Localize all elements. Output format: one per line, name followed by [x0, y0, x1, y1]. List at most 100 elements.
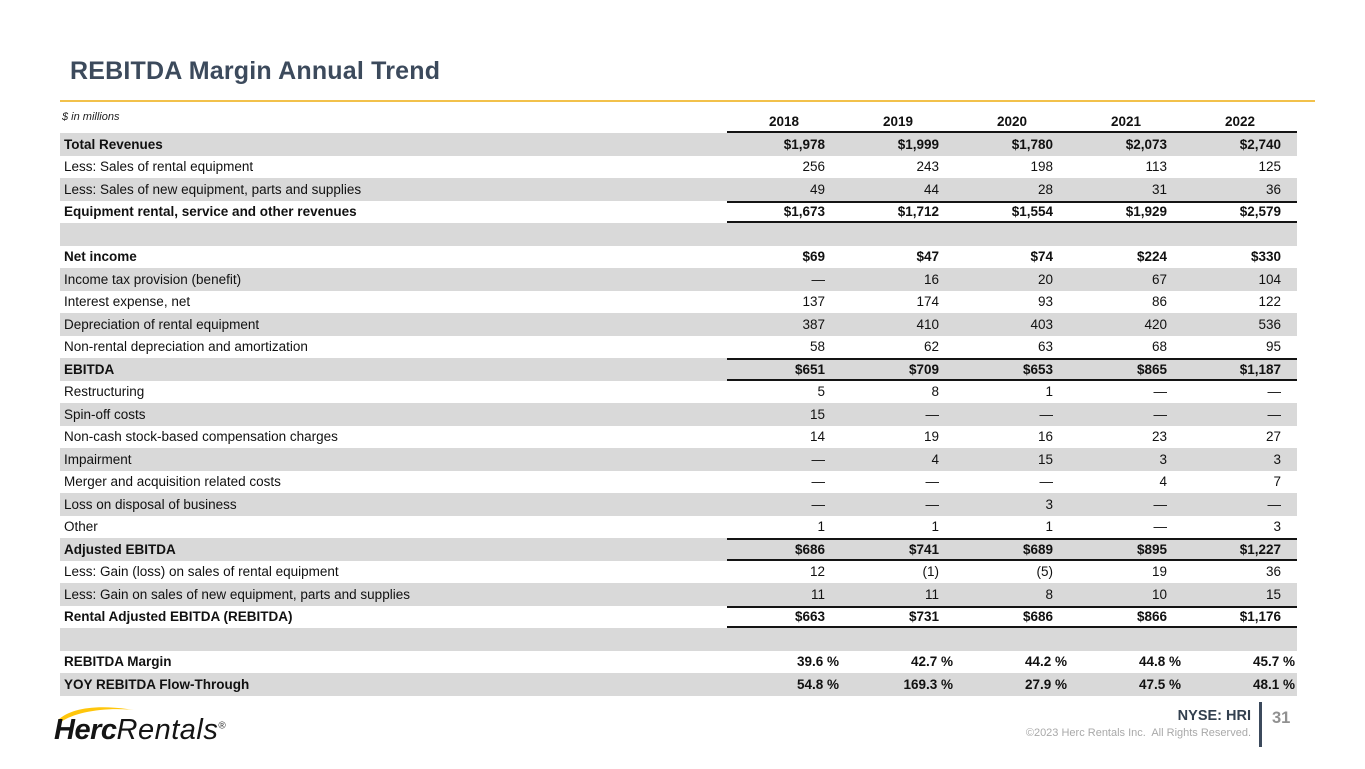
row-values: 54.8 % 169.3 % 27.9 % 47.5 % 48.1 %: [727, 673, 1297, 696]
value-cell: (1): [922, 564, 940, 580]
table-body: Total Revenues $1,978 $1,999 $1,780 $2,073 $…: [60, 133, 1297, 696]
value-cell: [727, 628, 841, 651]
nyse-ticker: NYSE: HRI: [1177, 708, 1251, 724]
value-cell: 19: [1151, 564, 1167, 580]
table-row: Non-cash stock-based compensation charge…: [60, 426, 1297, 449]
value-cell: $1,780: [1011, 136, 1053, 152]
value-cell: —: [925, 406, 940, 422]
value-cell: [1183, 628, 1297, 651]
value-cell: 169.3 %: [903, 676, 953, 692]
row-label: Other: [64, 519, 98, 535]
value-cell: 36: [1265, 564, 1281, 580]
table-row: Less: Gain (loss) on sales of rental equ…: [60, 561, 1297, 584]
table-row: Adjusted EBITDA $686 $741 $689 $895 $1,227: [60, 538, 1297, 561]
page-number-divider: [1259, 702, 1262, 747]
table-row: Impairment — 4 15 3 3: [60, 448, 1297, 471]
value-cell: 536: [1258, 316, 1281, 332]
value-cell: 68: [1151, 339, 1167, 355]
row-values: 58 62 63 68 95: [727, 336, 1297, 359]
row-values: 256 243 198 113 125: [727, 156, 1297, 179]
table-row: Net income $69 $47 $74 $224 $330: [60, 246, 1297, 269]
table-row: Merger and acquisition related costs — — —…: [60, 471, 1297, 494]
value-cell: 113: [1145, 159, 1167, 175]
table-row: Interest expense, net 137 174 93 86 122: [60, 291, 1297, 314]
row-values: 1 1 1 — 3: [727, 516, 1297, 539]
value-cell: 39.6 %: [796, 654, 839, 670]
logo-herc: Herc: [54, 714, 117, 746]
value-cell: 44.2 %: [1024, 654, 1067, 670]
value-cell: 403: [1030, 316, 1053, 332]
value-cell: 93: [1037, 294, 1053, 310]
row-values: 49 44 28 31 36: [727, 178, 1297, 201]
value-cell: 20: [1037, 271, 1053, 287]
table-row: Income tax provision (benefit) — 16 20 67 10…: [60, 268, 1297, 291]
row-label: [60, 223, 727, 246]
row-values: — — 3 — —: [727, 493, 1297, 516]
value-cell: 1: [1045, 384, 1053, 400]
value-cell: $1,999: [897, 136, 939, 152]
value-cell: (5): [1036, 564, 1054, 580]
value-cell: —: [1153, 519, 1168, 535]
value-cell: 1: [931, 519, 939, 535]
value-cell: $1,187: [1239, 361, 1281, 377]
row-label: Less: Sales of new equipment, parts and …: [64, 181, 362, 197]
value-cell: $1,929: [1125, 204, 1167, 220]
table-row: Less: Gain on sales of new equipment, pa…: [60, 583, 1297, 606]
table-row: Less: Sales of rental equipment 256 243 19…: [60, 156, 1297, 179]
page-title: REBITDA Margin Annual Trend: [70, 57, 441, 85]
value-cell: $1,978: [783, 136, 825, 152]
value-cell: —: [1153, 384, 1168, 400]
value-cell: 3: [1273, 519, 1281, 535]
row-label: Less: Sales of rental equipment: [64, 159, 254, 175]
value-cell: $74: [1030, 249, 1053, 265]
value-cell: 44: [923, 181, 939, 197]
value-cell: [955, 223, 1069, 246]
logo-rentals: Rentals: [116, 714, 219, 746]
value-cell: 174: [916, 294, 939, 310]
year-header-cell: 2020: [996, 114, 1028, 129]
value-cell: 243: [916, 159, 939, 175]
value-cell: $689: [1022, 541, 1053, 557]
value-cell: 1: [1045, 519, 1053, 535]
row-label: EBITDA: [64, 361, 115, 377]
value-cell: 67: [1151, 271, 1167, 287]
copyright-notice: ©2023 Herc Rentals Inc. All Rights Reser…: [1025, 727, 1251, 739]
table-row: Equipment rental, service and other reve…: [60, 200, 1297, 223]
row-values: 15 — — — —: [727, 403, 1297, 426]
registered-trademark-icon: ®: [218, 720, 226, 732]
row-label: Income tax provision (benefit): [64, 271, 242, 287]
value-cell: 31: [1151, 181, 1167, 197]
value-cell: [955, 628, 1069, 651]
value-cell: —: [811, 474, 826, 490]
value-cell: $1,176: [1239, 609, 1281, 625]
value-cell: 19: [923, 429, 939, 445]
value-cell: 4: [1159, 474, 1167, 490]
row-values: — — — 4 7: [727, 471, 1297, 494]
value-cell: —: [925, 496, 940, 512]
row-label: Less: Gain on sales of new equipment, pa…: [64, 586, 410, 602]
value-cell: 10: [1151, 586, 1167, 602]
value-cell: 16: [1037, 429, 1053, 445]
row-label: Adjusted EBITDA: [64, 541, 176, 557]
row-values: [727, 223, 1297, 246]
row-values: $663 $731 $686 $866 $1,176: [727, 605, 1297, 628]
row-label: Interest expense, net: [64, 294, 191, 310]
value-cell: 7: [1273, 474, 1281, 490]
row-label: YOY REBITDA Flow-Through: [64, 676, 250, 692]
row-label: Restructuring: [64, 384, 145, 400]
value-cell: $2,073: [1125, 136, 1167, 152]
year-header-cell: 2022: [1224, 114, 1256, 129]
row-label: Non-cash stock-based compensation charge…: [64, 429, 338, 445]
row-values: 387 410 403 420 536: [727, 313, 1297, 336]
table-row: REBITDA Margin 39.6 % 42.7 % 44.2 % 44.8 % 4…: [60, 651, 1297, 674]
value-cell: $1,712: [897, 204, 939, 220]
value-cell: [841, 223, 955, 246]
financial-table: 2018 2019 2020 2021 2022 Total Revenues $1,9…: [60, 109, 1297, 696]
value-cell: $686: [1022, 609, 1053, 625]
row-values: $1,978 $1,999 $1,780 $2,073 $2,740: [727, 133, 1297, 156]
value-cell: 387: [802, 316, 825, 332]
value-cell: $653: [1022, 361, 1053, 377]
value-cell: 198: [1030, 159, 1053, 175]
value-cell: $47: [916, 249, 939, 265]
row-label: Non-rental depreciation and amortization: [64, 339, 308, 355]
